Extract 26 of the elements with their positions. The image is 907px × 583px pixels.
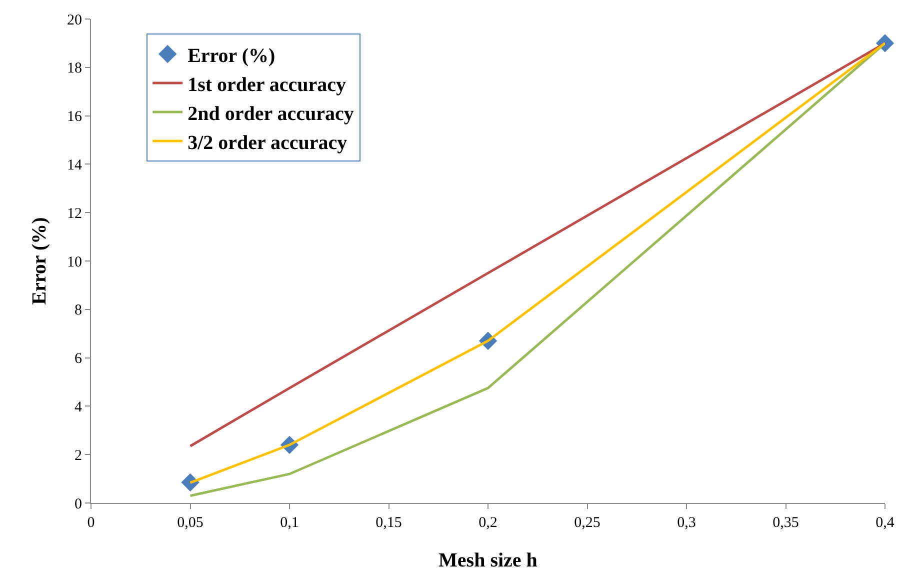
legend-label: 3/2 order accuracy [188, 132, 348, 154]
y-tick-label: 0 [74, 496, 82, 512]
y-tick-label: 10 [67, 254, 82, 270]
x-tick-label: 0,4 [876, 515, 895, 531]
y-tick-label: 14 [67, 157, 82, 174]
y-tick-label: 6 [74, 351, 82, 368]
y-tick-label: 12 [67, 206, 82, 222]
x-axis-title: Mesh size h [438, 550, 538, 572]
y-tick-label: 4 [74, 399, 82, 416]
x-tick-label: 0,35 [772, 515, 799, 531]
x-tick-label: 0,05 [177, 515, 204, 531]
x-tick-label: 0,3 [677, 515, 696, 531]
x-tick-label: 0,25 [574, 515, 600, 531]
y-tick-label: 16 [67, 109, 82, 126]
y-tick-label: 2 [74, 448, 82, 464]
x-tick-label: 0,15 [376, 515, 402, 531]
x-tick-label: 0 [87, 515, 95, 531]
legend-label: 1st order accuracy [188, 74, 346, 96]
legend-label: 2nd order accuracy [188, 102, 354, 125]
y-tick-label: 18 [67, 60, 82, 77]
x-tick-label: 0,1 [280, 515, 299, 531]
y-tick-label: 20 [67, 12, 82, 28]
legend-label: Error (%) [188, 44, 276, 67]
x-tick-label: 0,2 [478, 515, 498, 531]
y-axis-title: Error (%) [28, 217, 50, 305]
y-tick-label: 8 [74, 302, 82, 319]
